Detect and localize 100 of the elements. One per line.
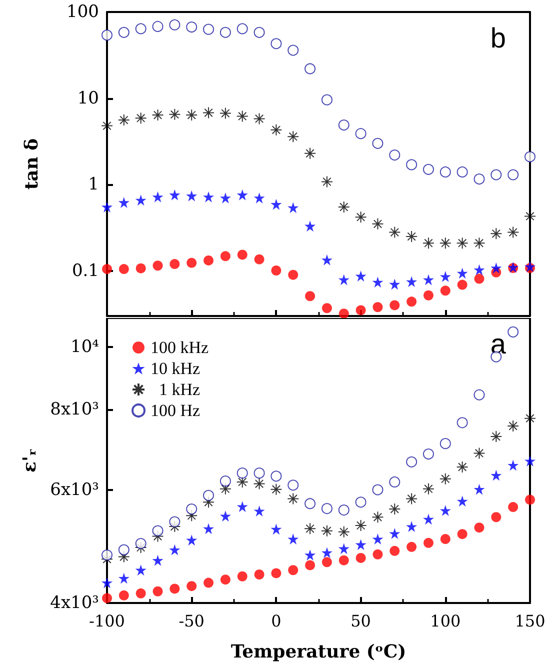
point [135, 23, 146, 34]
point [524, 151, 536, 162]
point [474, 522, 484, 533]
point [169, 189, 180, 200]
point [186, 109, 198, 122]
point [203, 191, 214, 202]
point [474, 389, 485, 400]
point [288, 202, 299, 214]
point [136, 588, 146, 598]
point [220, 26, 231, 38]
point [186, 258, 197, 268]
point [135, 564, 146, 576]
point [237, 571, 248, 582]
y-tick-label: 8x10³ [50, 399, 99, 420]
point [406, 542, 417, 552]
point [338, 120, 350, 131]
point [304, 522, 316, 535]
point [270, 470, 282, 482]
point [372, 302, 383, 312]
point [491, 512, 502, 522]
point [355, 539, 366, 550]
point [219, 482, 232, 495]
point [440, 534, 450, 544]
point [186, 190, 198, 202]
point [220, 574, 230, 585]
point [372, 534, 384, 545]
point [372, 218, 384, 230]
point [524, 456, 536, 467]
point [152, 109, 164, 122]
point [254, 254, 264, 264]
point [456, 417, 468, 428]
point [305, 560, 316, 570]
point [236, 476, 248, 488]
point [254, 468, 265, 479]
y-tick-label: 4x10³ [50, 593, 99, 613]
x-tick-label: 50 [350, 612, 371, 630]
point [220, 510, 231, 522]
point [355, 128, 366, 140]
point [406, 521, 418, 532]
point [271, 266, 282, 276]
point [288, 565, 298, 576]
point [203, 523, 214, 534]
point [406, 276, 418, 288]
x-tick-label: -100 [89, 612, 125, 630]
point [474, 484, 485, 495]
point [354, 211, 367, 224]
point [169, 544, 180, 556]
point [422, 482, 434, 495]
point [288, 270, 298, 280]
point [490, 430, 502, 443]
point [287, 492, 300, 505]
point [220, 192, 231, 204]
point [422, 514, 434, 525]
point [422, 274, 434, 286]
point [152, 525, 164, 536]
point [372, 511, 384, 524]
point [237, 250, 248, 260]
point [422, 164, 434, 175]
point [135, 194, 146, 206]
point [321, 94, 332, 106]
point [456, 166, 468, 178]
point [270, 124, 282, 136]
point [203, 490, 214, 501]
point [186, 504, 198, 515]
point [390, 300, 400, 310]
point [507, 420, 520, 432]
point [288, 480, 299, 491]
point [338, 555, 349, 566]
point [304, 498, 316, 510]
point [490, 169, 502, 180]
y-axis-title: tan δ [22, 138, 42, 190]
point [422, 448, 434, 460]
point [152, 20, 164, 32]
annotation: b [490, 22, 506, 54]
point [390, 546, 400, 556]
point [322, 557, 332, 568]
point [236, 468, 248, 479]
point [152, 260, 163, 271]
point [457, 280, 468, 290]
point [440, 438, 451, 450]
point [102, 593, 112, 604]
point [169, 516, 180, 528]
point [304, 220, 316, 232]
point [236, 501, 248, 512]
point [490, 262, 502, 274]
point [338, 543, 350, 554]
point [118, 114, 130, 126]
point [372, 276, 384, 288]
point [220, 251, 230, 262]
y-tick-label: 10⁴ [70, 337, 100, 358]
x-tick-label: -50 [178, 612, 204, 630]
point [254, 506, 265, 517]
point [372, 484, 384, 496]
point [406, 492, 418, 505]
point [271, 568, 282, 578]
point [354, 519, 367, 532]
point [236, 23, 248, 34]
point [423, 290, 434, 300]
point [423, 538, 434, 548]
point [389, 528, 400, 540]
